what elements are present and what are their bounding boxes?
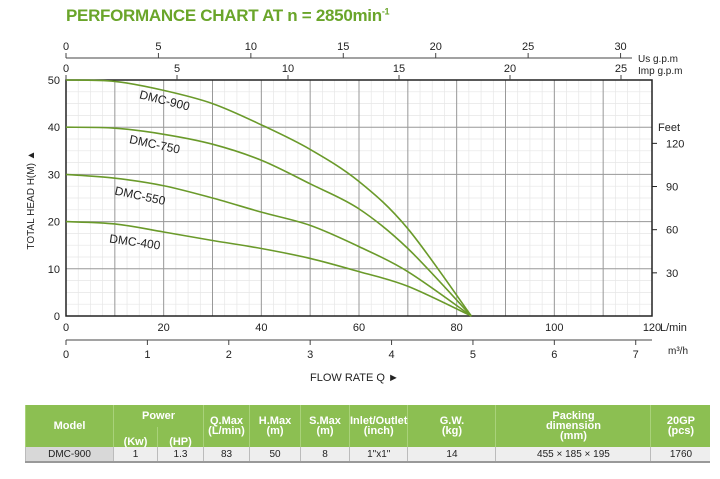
us-gpm-tick-label: 20 (430, 41, 442, 53)
series-line-dmc-550 (65, 173, 472, 317)
m3h-tick-label: 4 (388, 349, 394, 361)
y-tick-label: 0 (54, 311, 60, 323)
imp-gpm-tick-label: 0 (63, 63, 69, 75)
y-tick-label: 50 (48, 75, 60, 87)
imp-gpm-tick-label: 25 (615, 63, 627, 75)
series-line-dmc-900 (65, 79, 472, 317)
m3h-tick-label: 6 (551, 349, 557, 361)
th-model: Model (25, 405, 114, 447)
th-20gp: 20GP (pcs) (650, 405, 711, 447)
x-tick-label: 60 (353, 322, 365, 334)
series-line-dmc-750 (65, 126, 472, 317)
series-label: DMC-400 (109, 232, 162, 253)
x-tick-label: 80 (451, 322, 463, 334)
us-gpm-tick-label: 15 (337, 41, 349, 53)
us-gpm-tick-label: 5 (155, 41, 161, 53)
us-gpm-label: Us g.p.m (638, 54, 678, 65)
cell-qmax: 83 (203, 447, 250, 463)
x-tick-label: 120 (643, 322, 661, 334)
th-qmax: Q.Max (L/min) (203, 405, 250, 447)
th-inlet: Inlet/Outlet (inch) (348, 405, 408, 447)
th-kw: (Kw) (113, 427, 158, 448)
x-tick-label: 100 (545, 322, 563, 334)
imp-gpm-tick-label: 5 (174, 63, 180, 75)
cell-hmax: 50 (249, 447, 301, 463)
cell-gw: 14 (407, 447, 496, 463)
m3h-tick-label: 1 (144, 349, 150, 361)
th-hp: (HP) (157, 427, 204, 448)
cell-inlet: 1"x1" (348, 447, 408, 463)
x-tick-label: 0 (63, 322, 69, 334)
imp-gpm-tick-label: 20 (504, 63, 516, 75)
table-row: DMC-900 1 1.3 83 50 8 1"x1" 14 455 × 185… (25, 447, 711, 463)
cell-20gp: 1760 (650, 447, 711, 463)
th-smax: S.Max (m) (300, 405, 350, 447)
m3h-tick-label: 5 (470, 349, 476, 361)
us-gpm-tick-label: 30 (614, 41, 626, 53)
plot-frame (65, 79, 653, 317)
feet-tick-label: 90 (666, 182, 678, 194)
imp-gpm-tick-label: 10 (282, 63, 294, 75)
feet-tick-label: 30 (666, 268, 678, 280)
spec-table: Model Power Q.Max (L/min) H.Max (m) S.Max(… (25, 405, 711, 463)
imp-gpm-label: Imp g.p.m (638, 66, 682, 77)
title-superscript: -1 (381, 6, 390, 17)
x-unit-label: L/min (660, 322, 687, 334)
th-power: Power (113, 405, 204, 427)
m3h-tick-label: 3 (307, 349, 313, 361)
cell-kw: 1 (113, 447, 158, 463)
th-gw: G.W. (kg) (407, 405, 496, 447)
x-axis-label: FLOW RATE Q ► (310, 372, 399, 384)
title-text: PERFORMANCE CHART AT n = 2850min (66, 6, 382, 25)
chart-title: PERFORMANCE CHART AT n = 2850min-1 (66, 6, 390, 26)
us-gpm-tick-label: 0 (63, 41, 69, 53)
us-gpm-tick-label: 25 (522, 41, 534, 53)
x-tick-label: 20 (158, 322, 170, 334)
cell-smax: 8 (300, 447, 350, 463)
m3h-tick-label: 0 (63, 349, 69, 361)
m3h-label: m³/h (668, 346, 688, 357)
feet-tick-label: 60 (666, 225, 678, 237)
x-tick-label: 40 (255, 322, 267, 334)
y-tick-label: 30 (48, 169, 60, 181)
feet-tick-label: 120 (666, 138, 684, 150)
y-axis-label: TOTAL HEAD H(M) ▲ (26, 150, 37, 249)
us-gpm-tick-label: 10 (245, 41, 257, 53)
cell-hp: 1.3 (157, 447, 204, 463)
y-tick-label: 10 (48, 264, 60, 276)
m3h-tick-label: 7 (633, 349, 639, 361)
series-label: DMC-550 (114, 184, 167, 208)
y-tick-label: 20 (48, 217, 60, 229)
imp-gpm-tick-label: 15 (393, 63, 405, 75)
m3h-tick-label: 2 (226, 349, 232, 361)
series-line-dmc-400 (65, 220, 472, 317)
th-hmax: H.Max (m) (249, 405, 301, 447)
cell-model: DMC-900 (25, 447, 114, 463)
cell-packing: 455 × 185 × 195 (495, 447, 651, 463)
feet-axis-label: Feet (658, 122, 680, 134)
th-packing: Packing dimension (mm) (495, 405, 651, 447)
y-tick-label: 40 (48, 122, 60, 134)
